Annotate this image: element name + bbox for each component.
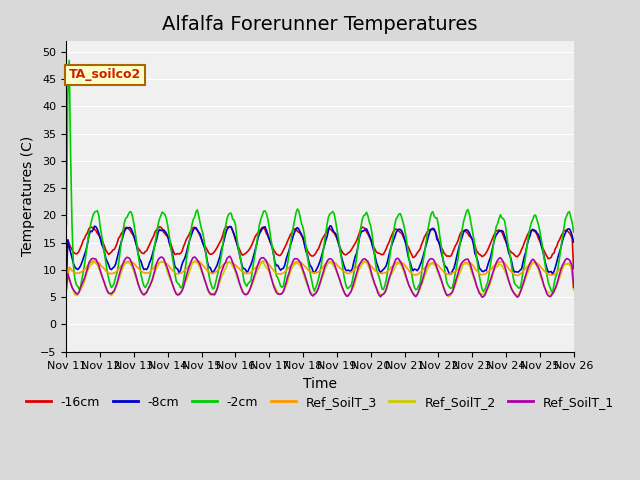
Ref_SoilT_2 (63, 288, 70, 294)
Ref_SoilT_1 (570, 285, 577, 290)
-2cm (78, 276, 86, 282)
Ref_SoilT_1 (353, 270, 360, 276)
-8cm (509, 266, 517, 272)
-8cm (570, 240, 577, 245)
X-axis label: Time: Time (303, 377, 337, 391)
Ref_SoilT_3 (509, 270, 517, 276)
-16cm (381, 249, 388, 254)
Ref_SoilT_2 (191, 259, 198, 264)
-16cm (63, 264, 70, 269)
-2cm (158, 209, 166, 215)
Ref_SoilT_3 (381, 270, 388, 276)
Ref_SoilT_3 (77, 269, 84, 275)
Ref_SoilT_1 (381, 290, 388, 296)
-8cm (157, 228, 164, 233)
-2cm (63, 222, 70, 228)
Ref_SoilT_1 (63, 286, 70, 292)
-2cm (353, 254, 360, 260)
Y-axis label: Temperatures (C): Temperatures (C) (20, 136, 35, 256)
Ref_SoilT_2 (381, 289, 388, 295)
-16cm (77, 245, 84, 251)
-16cm (157, 224, 164, 230)
Line: Ref_SoilT_3: Ref_SoilT_3 (67, 261, 573, 289)
Line: -8cm: -8cm (67, 226, 573, 280)
-2cm (509, 274, 517, 279)
-2cm (370, 243, 378, 249)
Ref_SoilT_2 (77, 288, 84, 293)
-8cm (63, 277, 70, 283)
-16cm (570, 266, 577, 272)
-2cm (570, 229, 577, 235)
Line: Ref_SoilT_1: Ref_SoilT_1 (67, 256, 573, 297)
Ref_SoilT_1 (370, 277, 378, 283)
Text: TA_soilco2: TA_soilco2 (69, 68, 141, 82)
Ref_SoilT_2 (511, 290, 518, 296)
-16cm (509, 251, 517, 256)
Ref_SoilT_1 (511, 291, 518, 297)
Legend: -16cm, -8cm, -2cm, Ref_SoilT_3, Ref_SoilT_2, Ref_SoilT_1: -16cm, -8cm, -2cm, Ref_SoilT_3, Ref_Soil… (20, 391, 620, 414)
-8cm (353, 250, 360, 256)
-2cm (65, 58, 73, 63)
Ref_SoilT_2 (370, 278, 378, 284)
-16cm (370, 244, 378, 250)
-8cm (381, 265, 388, 271)
Ref_SoilT_3 (192, 258, 200, 264)
-2cm (381, 283, 388, 288)
Ref_SoilT_2 (444, 294, 452, 300)
-16cm (353, 238, 360, 243)
-16cm (226, 224, 234, 229)
Ref_SoilT_1 (226, 253, 234, 259)
Ref_SoilT_3 (63, 286, 70, 292)
Ref_SoilT_3 (157, 259, 164, 265)
Ref_SoilT_1 (77, 285, 84, 290)
-8cm (370, 247, 378, 253)
Ref_SoilT_1 (157, 254, 164, 260)
-8cm (77, 263, 84, 269)
Ref_SoilT_3 (370, 266, 378, 272)
Ref_SoilT_3 (353, 264, 360, 270)
Ref_SoilT_3 (570, 285, 577, 291)
Ref_SoilT_2 (157, 259, 164, 265)
Line: Ref_SoilT_2: Ref_SoilT_2 (67, 262, 573, 297)
Ref_SoilT_1 (478, 294, 486, 300)
Ref_SoilT_2 (353, 274, 360, 280)
Title: Alfalfa Forerunner Temperatures: Alfalfa Forerunner Temperatures (163, 15, 477, 34)
-2cm (548, 290, 556, 296)
Ref_SoilT_2 (570, 287, 577, 293)
Line: -2cm: -2cm (67, 60, 573, 293)
-8cm (326, 223, 333, 229)
Line: -16cm: -16cm (67, 227, 573, 269)
